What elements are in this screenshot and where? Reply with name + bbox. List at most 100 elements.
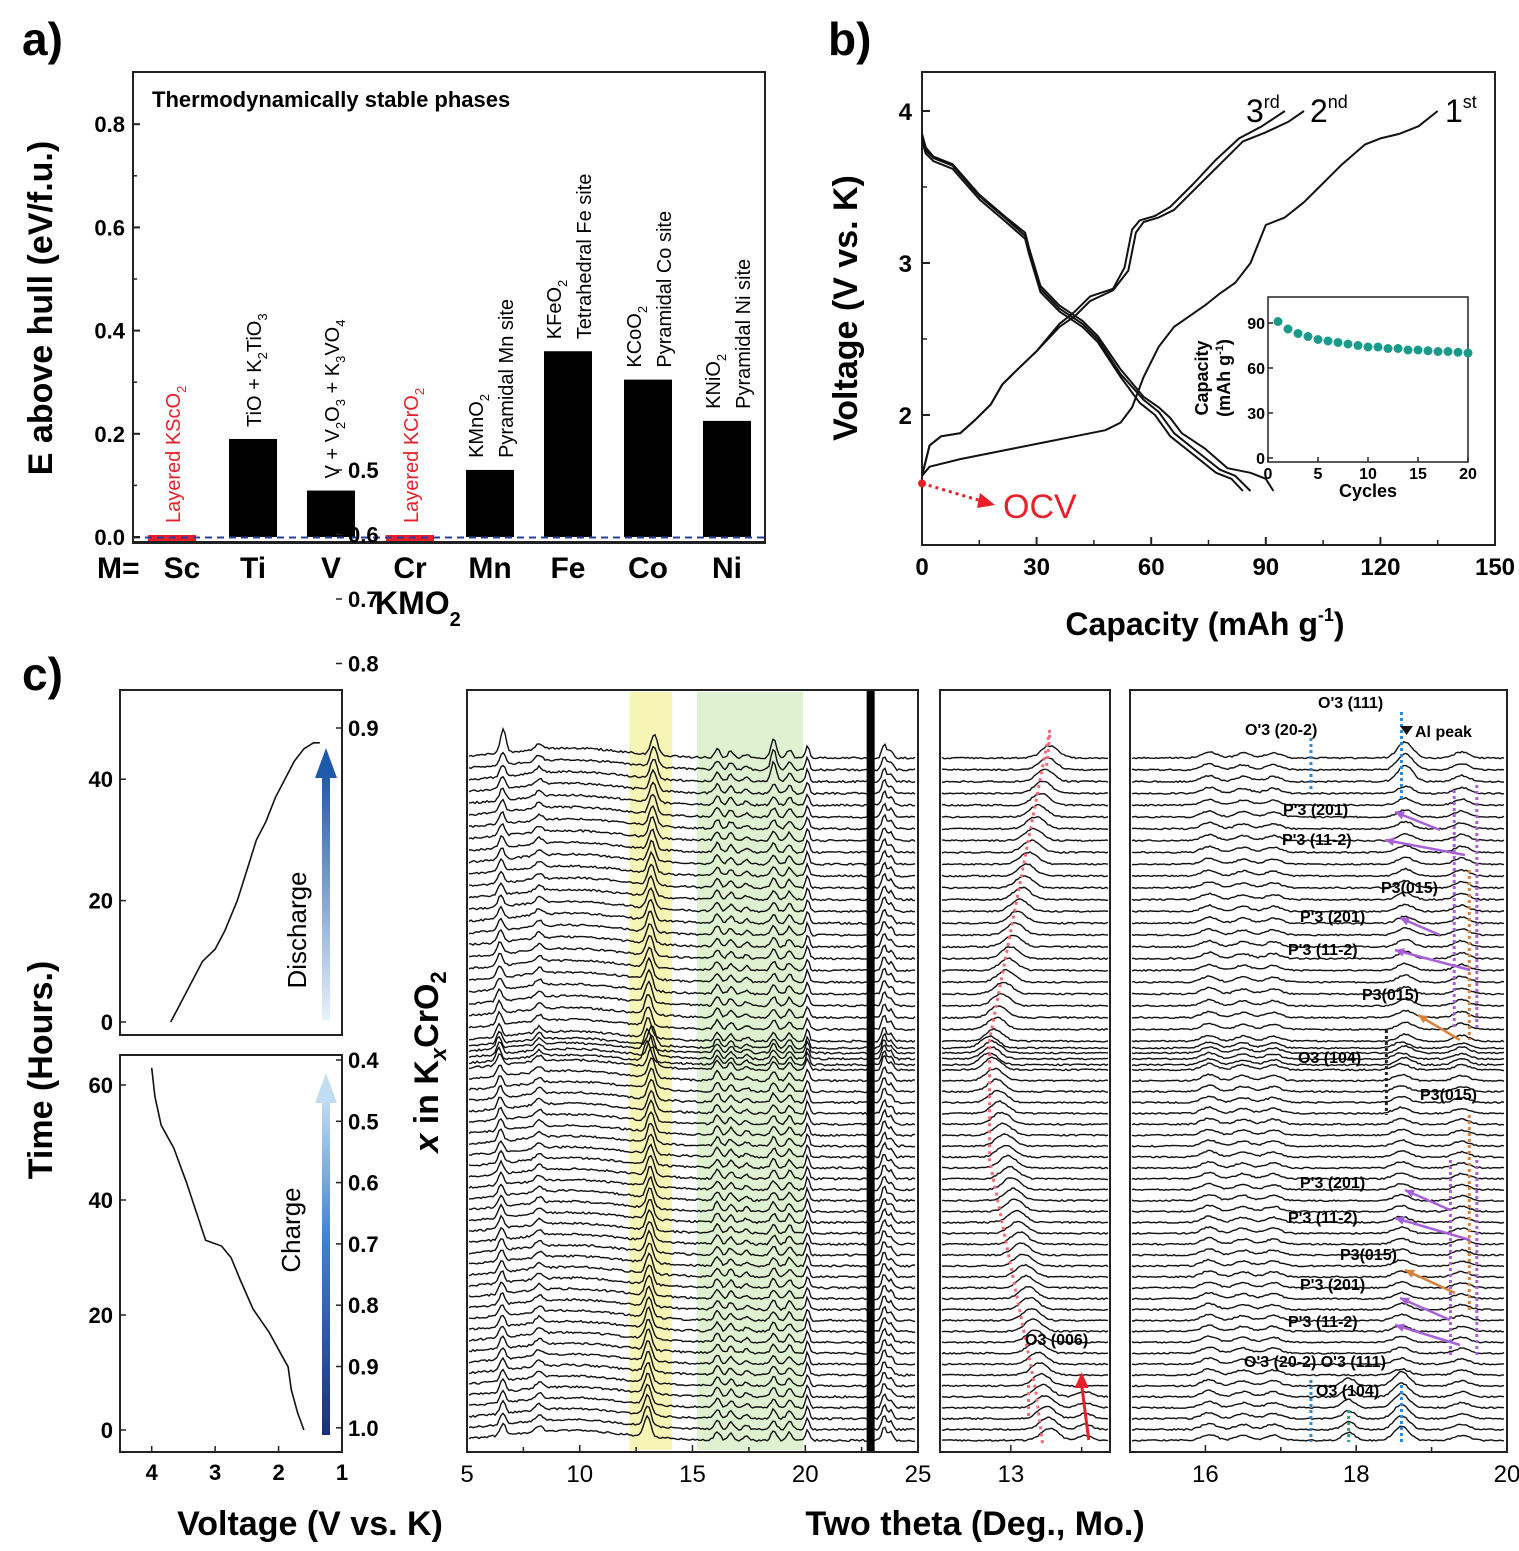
xrd-pattern-right — [1131, 1073, 1505, 1083]
inset-x-axis-label: Cycles — [1339, 481, 1397, 501]
xrd-pattern-full — [468, 1017, 916, 1043]
xrd-pattern-13 — [941, 1198, 1108, 1214]
xrd-pattern-full — [468, 910, 916, 937]
xrd-pattern-right — [1131, 1415, 1505, 1432]
inset-x-tick-label: 5 — [1314, 466, 1323, 483]
panel-label-b: b) — [828, 13, 871, 65]
inset-point — [1383, 344, 1393, 353]
inset-point — [1393, 344, 1403, 353]
xrd-pattern-13 — [941, 862, 1109, 878]
discharge-label: Discharge — [282, 871, 312, 988]
xrd-pattern-full — [468, 781, 916, 807]
xrd-pattern-13 — [941, 1296, 1109, 1312]
x-tick-label-ni: Ni — [712, 552, 742, 585]
x-tick-label: 150 — [1475, 554, 1515, 581]
xrd-pattern-13 — [941, 803, 1109, 819]
charge-x-tick-label: 1.0 — [348, 1416, 379, 1441]
xrd-pattern-13 — [941, 1405, 1109, 1421]
xrd-pattern-right — [1132, 1392, 1505, 1410]
xrd-x-axis-label: Two theta (Deg., Mo.) — [805, 1505, 1144, 1543]
xrd-pattern-full — [468, 1110, 916, 1138]
inset-x-tick-label: 0 — [1264, 466, 1273, 483]
xrd-pattern-full — [468, 898, 916, 926]
xrd-x-tick-label: 15 — [679, 1461, 706, 1488]
discharge-x-tick-label: 0.7 — [348, 587, 379, 612]
panel-a-y-axis-label: E above hull (eV/f.u.) — [22, 141, 60, 475]
inset-point — [1423, 346, 1433, 356]
xrd-pattern-right — [1131, 820, 1505, 831]
xrd-pattern-13 — [942, 1416, 1109, 1432]
inset-point — [1323, 336, 1333, 346]
panel-b-x-axis-label-sup: -1 — [1318, 605, 1334, 625]
xrd-pattern-right — [1131, 1270, 1505, 1279]
series-2nd-discharge — [921, 138, 1252, 492]
x-tick-label: 30 — [1023, 554, 1050, 581]
xrd-pattern-13 — [941, 1383, 1109, 1399]
xrd-pattern-13 — [941, 957, 1109, 972]
x-tick-label-mn: Mn — [468, 552, 511, 585]
xrd-pattern-13 — [941, 1231, 1109, 1246]
xrd-pattern-13 — [941, 1351, 1109, 1366]
xrd-pattern-right — [1131, 926, 1505, 937]
highlight-band-1 — [697, 692, 803, 1450]
xrd-pattern-right — [1131, 1139, 1505, 1148]
xrd-pattern-full — [468, 1393, 916, 1421]
xrd-pattern-right — [1131, 1032, 1505, 1043]
xrd-annotation: O'3 (20-2) — [1245, 722, 1317, 739]
panel-a-x-axis-label-main: KMO — [375, 585, 450, 621]
xrd-pattern-full — [468, 839, 916, 866]
inset-point — [1293, 329, 1303, 338]
bar-annotation-mn: Pyramidal Mn site — [496, 299, 518, 458]
xrd-pattern-right — [1131, 1302, 1505, 1312]
xrd-x-tick-label: 10 — [566, 1461, 593, 1488]
charge-curve — [150, 1067, 305, 1431]
bar-ti — [229, 438, 277, 537]
xrd-pattern-13 — [941, 1052, 1109, 1067]
xrd-pattern-13 — [941, 1078, 1109, 1094]
xrd-pattern-right — [1131, 1258, 1505, 1268]
inset-point — [1403, 345, 1413, 355]
xrd-pattern-right — [1131, 1117, 1505, 1126]
xrd-pattern-right — [1131, 796, 1505, 807]
xrd-pattern-full — [468, 934, 916, 961]
series-1st-charge — [921, 110, 1439, 477]
discharge-x-tick-label: 0.5 — [348, 458, 379, 483]
xrd-pattern-13 — [941, 850, 1109, 866]
xrd-pattern-13 — [941, 946, 1109, 961]
xrd-pattern-full — [468, 1242, 916, 1268]
xrd-annotation: P'3 (201) — [1300, 1175, 1365, 1192]
bar-annotation-fe: Tetrahedral Fe site — [574, 174, 596, 340]
charge-arrow-shaft — [322, 1100, 330, 1435]
xrd-pattern-right — [1132, 1382, 1505, 1399]
xrd-pattern-right — [1131, 962, 1505, 972]
inset-point — [1283, 324, 1293, 334]
xrd-pattern-right — [1132, 985, 1505, 996]
xrd-pattern-right — [1131, 1182, 1505, 1192]
xrd-pattern-13 — [942, 827, 1109, 843]
xrd-pattern-13 — [941, 780, 1109, 795]
y-tick-label: 4 — [899, 99, 913, 126]
series-3rd-discharge — [921, 141, 1244, 492]
xrd-pattern-right — [1131, 1367, 1505, 1377]
y-tick-label: 0.8 — [94, 112, 125, 137]
xrd-pattern-right — [1131, 1095, 1505, 1104]
xrd-pattern-right — [1131, 1128, 1505, 1137]
xrd-annotation: P'3 (201) — [1283, 802, 1348, 819]
xrd-pattern-full — [468, 1133, 916, 1159]
xrd-pattern-right — [1131, 915, 1505, 925]
xrd-13-frame — [939, 689, 1111, 1453]
xrd-pattern-right — [1131, 1324, 1505, 1333]
xrd-pattern-13 — [941, 1099, 1109, 1115]
panel-label-c: c) — [22, 648, 63, 700]
panel-c-charge-frame — [119, 1054, 343, 1453]
xrd-annotation: P'3 (11-2) — [1288, 1314, 1358, 1331]
xrd-pattern-right — [1131, 1313, 1505, 1322]
xrd-annotation: O3 (104) — [1298, 1050, 1361, 1067]
xrd-pattern-right — [1131, 1041, 1505, 1050]
series-1st-discharge — [921, 133, 1275, 492]
xrd-pattern-13 — [941, 981, 1109, 996]
panel-c-voltage-time: 0 20 40 0.9 0.8 0.7 0.6 0.5 Discharge 0 20 40 60 0.4 0… — [22, 458, 451, 1543]
xrd-pattern-full — [468, 1340, 916, 1366]
xrd-pattern-13 — [941, 1177, 1109, 1192]
